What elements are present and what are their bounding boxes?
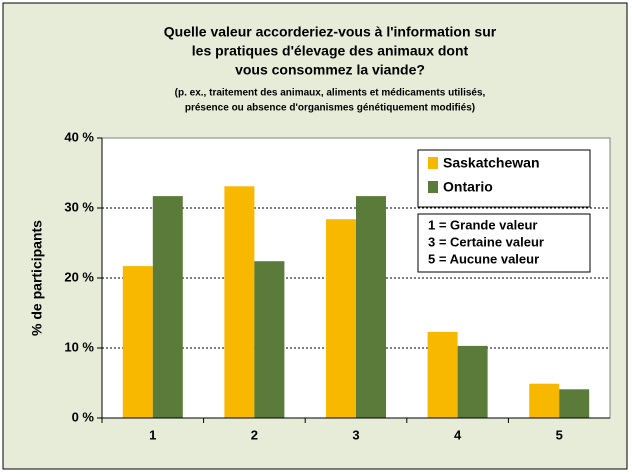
annotation: 1 = Grande valeur [428,217,537,232]
bar [254,261,285,418]
annotation: 3 = Certaine valeur [428,234,544,249]
bar [152,196,183,418]
annotation: 5 = Aucune valeur [428,251,539,266]
x-tick-label: 3 [352,427,359,442]
x-tick-label: 1 [149,427,156,442]
y-tick-label: 40 % [64,129,94,144]
x-tick-label: 5 [556,427,563,442]
y-axis-label: % de participants [29,220,45,336]
bar [559,389,590,418]
legend-swatch [428,181,438,193]
annotation-box [417,213,591,273]
bar [356,196,386,418]
x-tick-label: 4 [454,427,462,442]
chart-title: Quelle valeur accorderiez-vous à l'infor… [164,24,497,40]
bar [326,219,356,418]
y-tick-label: 30 % [64,199,94,214]
legend-swatch [428,157,438,169]
legend-box [417,149,591,208]
legend-label: Saskatchewan [443,155,540,171]
bar [457,345,488,418]
chart-title: les pratiques d'élevage des animaux dont [192,43,469,59]
y-tick-label: 0 % [72,409,95,424]
x-tick-label: 2 [251,427,258,442]
bar [529,383,560,418]
bar [427,331,458,418]
chart-title: vous consommez la viande? [235,62,425,78]
y-tick-label: 10 % [64,339,94,354]
bar [224,186,255,418]
legend-label: Ontario [443,179,493,195]
y-tick-label: 20 % [64,269,94,284]
chart-subtitle: présence ou absence d'organismes génétiq… [185,103,475,114]
chart-subtitle: (p. ex., traitement des animaux, aliment… [175,88,486,99]
bar [122,266,153,418]
